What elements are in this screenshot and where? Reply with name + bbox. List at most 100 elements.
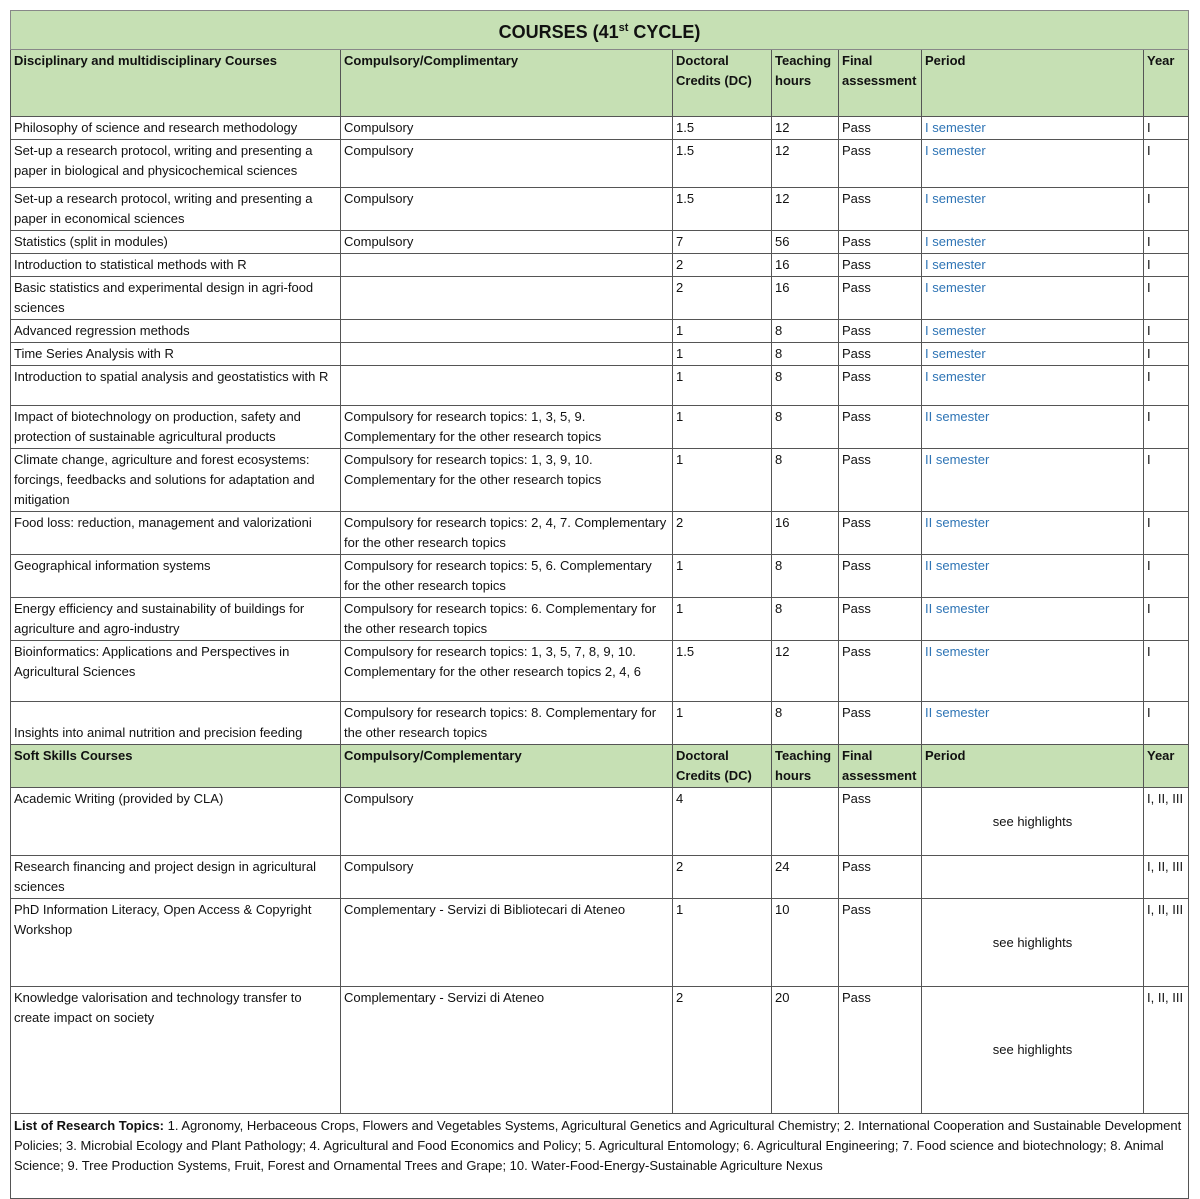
cell-assessment: Pass <box>838 116 922 140</box>
cell-assessment: Pass <box>838 342 922 366</box>
cell-dc: 1 <box>672 898 772 987</box>
cell-year: I <box>1142 342 1190 366</box>
cell-hours: 8 <box>771 319 839 343</box>
period-link: I semester <box>921 230 1144 254</box>
cell-assessment: Pass <box>838 597 922 641</box>
cell-period <box>921 855 1144 899</box>
see-highlights-note: see highlights <box>921 986 1144 1114</box>
cell-hours: 56 <box>771 230 839 254</box>
courses-table: COURSES (41st CYCLE) Disciplinary and mu… <box>9 10 1190 1199</box>
cell-dc: 2 <box>672 986 772 1114</box>
cell-hours: 10 <box>771 898 839 987</box>
table-row: Climate change, agriculture and forest e… <box>10 448 1190 512</box>
cell-course: Food loss: reduction, management and val… <box>10 511 341 555</box>
cell-dc: 1 <box>672 448 772 512</box>
period-link: I semester <box>921 139 1144 188</box>
cell-dc: 2 <box>672 253 772 277</box>
table-row: PhD Information Literacy, Open Access & … <box>10 898 1190 987</box>
cell-type: Compulsory for research topics: 5, 6. Co… <box>340 554 673 598</box>
cell-course: Basic statistics and experimental design… <box>10 276 341 320</box>
research-topics-label: List of Research Topics: <box>14 1118 165 1133</box>
cell-year: I, II, III <box>1142 986 1190 1114</box>
cell-dc: 1 <box>672 365 772 406</box>
cell-dc: 1 <box>672 405 772 449</box>
research-topics-list: List of Research Topics: 1. Agronomy, He… <box>9 1113 1190 1199</box>
period-link: I semester <box>921 365 1144 406</box>
cell-assessment: Pass <box>838 855 922 899</box>
table-row: Advanced regression methods 1 8 Pass I semes… <box>10 319 1190 343</box>
period-link: II semester <box>921 554 1144 598</box>
table-title: COURSES (41st CYCLE) <box>9 10 1190 50</box>
cell-year: I <box>1142 640 1190 702</box>
cell-hours: 16 <box>771 253 839 277</box>
cell-hours: 8 <box>771 342 839 366</box>
column-header: Disciplinary and multidisciplinary Cours… <box>10 49 341 117</box>
cell-course: Insights into animal nutrition and preci… <box>10 701 341 745</box>
cell-dc: 1 <box>672 342 772 366</box>
cell-assessment: Pass <box>838 554 922 598</box>
cell-assessment: Pass <box>838 319 922 343</box>
see-highlights-note: see highlights <box>921 787 1144 856</box>
cell-hours: 16 <box>771 276 839 320</box>
cell-type: Compulsory for research topics: 2, 4, 7.… <box>340 511 673 555</box>
cell-dc: 1 <box>672 319 772 343</box>
column-header: Doctoral Credits (DC) <box>672 49 772 117</box>
cell-year: I <box>1142 230 1190 254</box>
cell-type: Compulsory <box>340 787 673 856</box>
cell-type: Compulsory for research topics: 6. Compl… <box>340 597 673 641</box>
column-header: Doctoral Credits (DC) <box>672 744 772 788</box>
cell-course: Philosophy of science and research metho… <box>10 116 341 140</box>
header-row: Disciplinary and multidisciplinary Cours… <box>10 49 1190 117</box>
cell-year: I <box>1142 253 1190 277</box>
cell-assessment: Pass <box>838 276 922 320</box>
column-header: Final assessment <box>838 744 922 788</box>
cell-course: Impact of biotechnology on production, s… <box>10 405 341 449</box>
cell-year: I <box>1142 405 1190 449</box>
cell-assessment: Pass <box>838 365 922 406</box>
cell-dc: 7 <box>672 230 772 254</box>
cell-hours: 12 <box>771 116 839 140</box>
column-header: Soft Skills Courses <box>10 744 341 788</box>
cell-course: Set-up a research protocol, writing and … <box>10 139 341 188</box>
cell-assessment: Pass <box>838 511 922 555</box>
column-header: Period <box>921 744 1144 788</box>
cell-type: Compulsory <box>340 116 673 140</box>
cell-type <box>340 342 673 366</box>
cell-year: I <box>1142 701 1190 745</box>
research-topics-text: 1. Agronomy, Herbaceous Crops, Flowers a… <box>14 1118 1182 1173</box>
column-header: Year <box>1142 49 1190 117</box>
cell-course: Geographical information systems <box>10 554 341 598</box>
cell-assessment: Pass <box>838 448 922 512</box>
cell-course: Advanced regression methods <box>10 319 341 343</box>
period-link: II semester <box>921 701 1144 745</box>
cell-type: Compulsory <box>340 139 673 188</box>
cell-dc: 1.5 <box>672 139 772 188</box>
cell-assessment: Pass <box>838 640 922 702</box>
cell-dc: 1 <box>672 701 772 745</box>
period-link: II semester <box>921 405 1144 449</box>
cell-assessment: Pass <box>838 787 922 856</box>
cell-year: I <box>1142 554 1190 598</box>
cell-year: I <box>1142 597 1190 641</box>
see-highlights-note: see highlights <box>921 898 1144 987</box>
cell-type <box>340 365 673 406</box>
period-link: I semester <box>921 276 1144 320</box>
column-header: Compulsory/Complementary <box>340 744 673 788</box>
period-link: II semester <box>921 640 1144 702</box>
column-header: Teaching hours <box>771 49 839 117</box>
cell-hours: 8 <box>771 554 839 598</box>
table-row: Knowledge valorisation and technology tr… <box>10 986 1190 1114</box>
cell-assessment: Pass <box>838 405 922 449</box>
table-row: Impact of biotechnology on production, s… <box>10 405 1190 449</box>
table-row: Bioinformatics: Applications and Perspec… <box>10 640 1190 702</box>
cell-course: Introduction to statistical methods with… <box>10 253 341 277</box>
cell-assessment: Pass <box>838 898 922 987</box>
header-row: Soft Skills Courses Compulsory/Complement… <box>10 744 1190 788</box>
cell-hours: 8 <box>771 405 839 449</box>
table-row: Energy efficiency and sustainability of … <box>10 597 1190 641</box>
column-header: Final assessment <box>838 49 922 117</box>
cell-year: I <box>1142 319 1190 343</box>
table-row: Introduction to spatial analysis and geo… <box>10 365 1190 406</box>
period-link: I semester <box>921 319 1144 343</box>
cell-dc: 2 <box>672 276 772 320</box>
